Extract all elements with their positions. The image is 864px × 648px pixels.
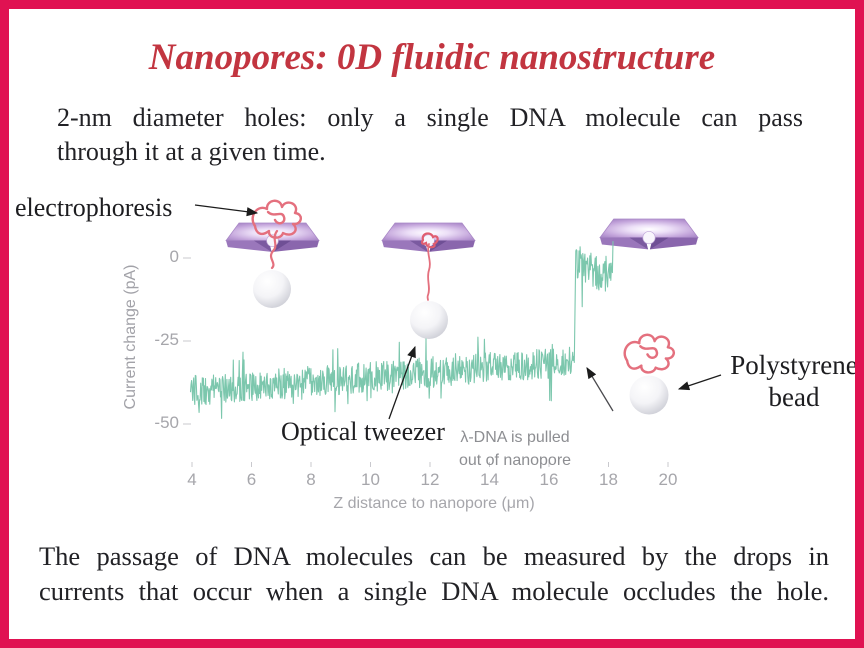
nanopore-membrane-3 (599, 218, 699, 250)
polystyrene-bead-label: Polystyrene bead (719, 349, 858, 414)
x-tick-label: 4 (187, 470, 197, 490)
intro-paragraph: 2-nm diameter holes: only a single DNA m… (57, 101, 803, 169)
intro-line-2: through it at a given time. (57, 137, 326, 167)
x-tick-label: 12 (420, 470, 440, 490)
polystyrene-bead-arrow-icon (677, 374, 722, 391)
dna-thread-membrane-2 (426, 243, 431, 301)
conclusion-line-1: The passage of DNA molecules can be meas… (39, 541, 829, 572)
x-tick-label: 18 (599, 470, 618, 490)
lambda-dna-arrow-icon (586, 367, 614, 412)
y-tick-label: -25 (154, 330, 179, 350)
x-axis-label: Z distance to nanopore (μm) (333, 495, 535, 513)
x-tick-label: 20 (658, 470, 678, 490)
optical-tweezer-label: Optical tweezer (281, 417, 445, 447)
current-trace-line (189, 241, 614, 420)
x-tick-label: 10 (361, 470, 380, 490)
polystyrene-bead-1-graphic (253, 270, 291, 309)
conclusion-paragraph: The passage of DNA molecules can be meas… (39, 539, 829, 609)
figure-canvas (183, 199, 722, 468)
electrophoresis-label: electrophoresis (15, 193, 173, 223)
intro-line-1: 2-nm diameter holes: only a single DNA m… (57, 103, 803, 132)
polystyrene-bead-label-line-1: Polystyrene (730, 350, 858, 381)
x-tick-label: 14 (480, 470, 499, 490)
electrophoresis-arrow-icon (194, 204, 259, 217)
y-tick-label: -50 (154, 413, 179, 433)
polystyrene-bead-3-graphic (629, 375, 669, 415)
axis-tick-marks (183, 257, 669, 468)
dna-knot-membrane-2 (420, 232, 439, 249)
dna-thread-membrane-1 (269, 229, 279, 270)
conclusion-line-2: currents that occur when a single DNA mo… (39, 576, 829, 607)
x-tick-label: 8 (306, 470, 316, 490)
polystyrene-bead-label-line-2: bead (768, 382, 820, 413)
nanopore-figure: electrophoresis Current change (pA) 0 -25… (9, 183, 855, 523)
optical-tweezer-arrow-icon (388, 346, 416, 420)
lambda-dna-note-line-1: λ-DNA is pulled (460, 429, 570, 447)
polystyrene-bead-2-graphic (410, 301, 448, 340)
lambda-dna-note-line-2: out of nanopore (458, 452, 572, 470)
lambda-dna-note: λ-DNA is pulled out of nanopore (449, 426, 581, 472)
dna-coil-free-graphic (623, 333, 676, 374)
y-tick-label: 0 (169, 247, 179, 267)
x-tick-label: 16 (539, 470, 559, 490)
x-tick-label: 6 (246, 470, 257, 490)
slide-title: Nanopores: 0D fluidic nanostructure (148, 37, 716, 78)
